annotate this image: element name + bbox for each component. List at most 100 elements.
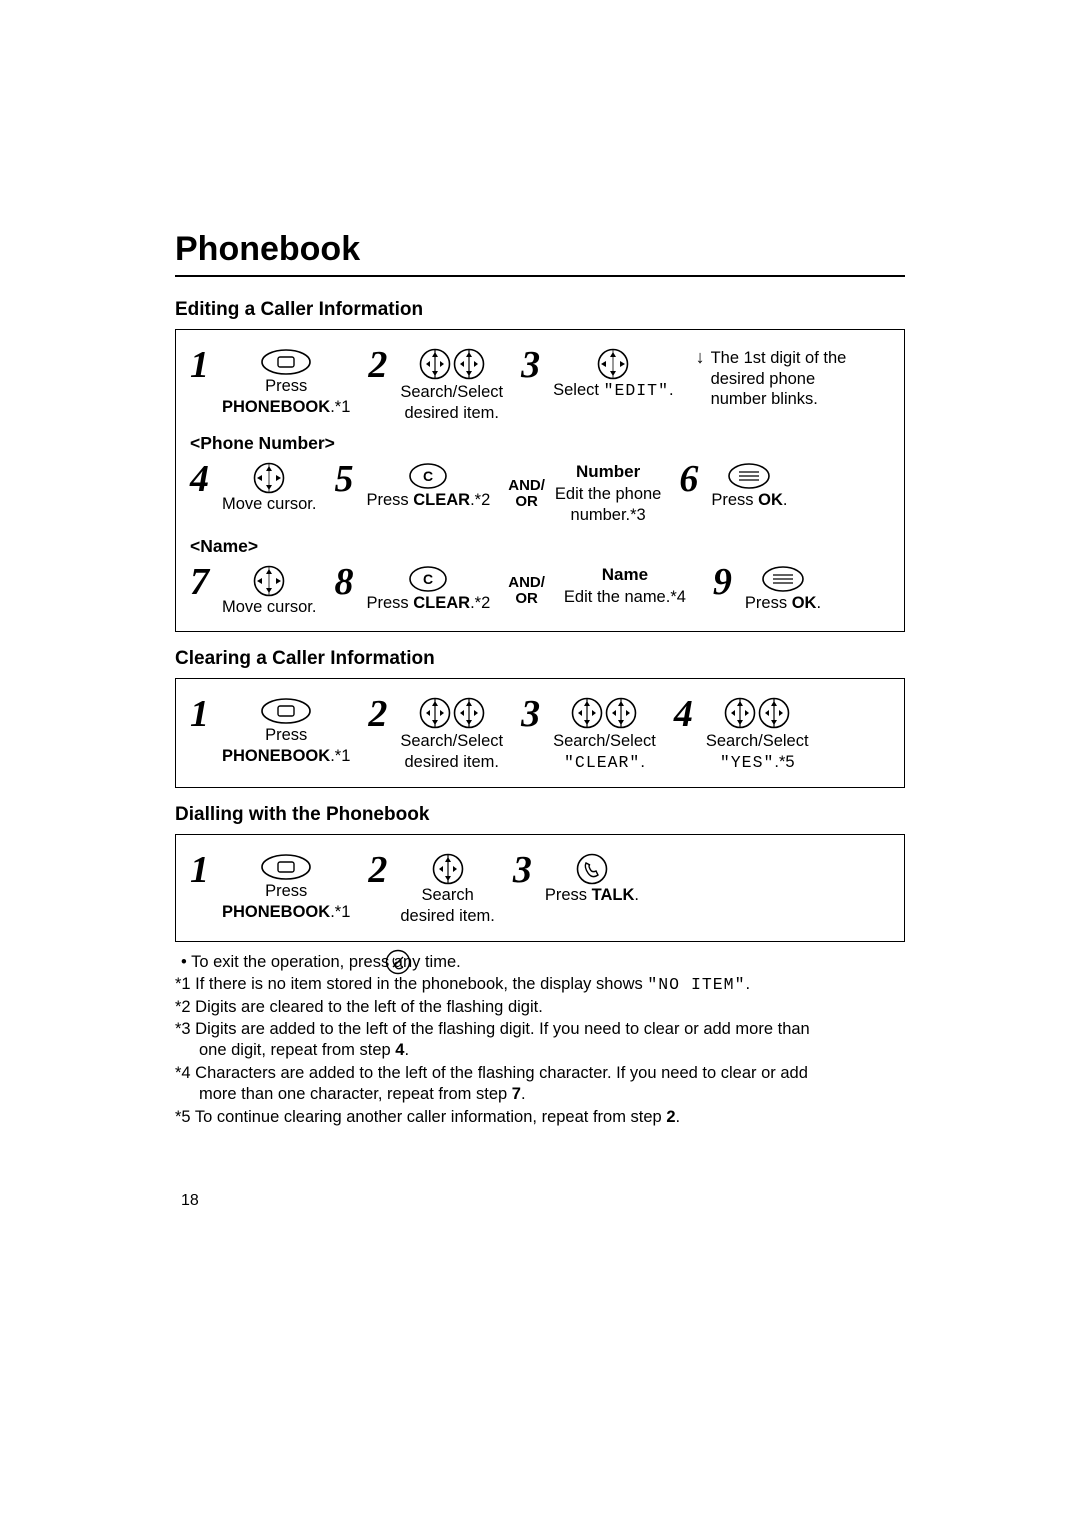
txt: Press: [745, 594, 792, 612]
txt: one digit, repeat from step: [199, 1041, 395, 1059]
navpad-right-icon: [758, 697, 790, 729]
edit-step-3: 3 Select "EDIT".: [521, 348, 673, 402]
txt: .: [783, 491, 788, 509]
note-1: *1 If there is no item stored in the pho…: [175, 974, 905, 995]
edit-step-9: 9 Press OK.: [713, 565, 821, 614]
txt: Press: [366, 594, 413, 612]
txt-bold: CLEAR: [413, 594, 470, 612]
box-clearing: 1 Press PHONEBOOK.*1 2 Search/Select des…: [175, 678, 905, 788]
caption: Search desired item.: [400, 885, 494, 926]
txt: Search: [421, 886, 473, 904]
txt: Edit the phone: [555, 485, 661, 503]
txt: .: [746, 975, 751, 993]
txt: The 1st digit of the: [711, 349, 847, 367]
txt: AND/: [508, 477, 545, 494]
txt-bold: PHONEBOOK: [222, 903, 330, 921]
caption: Press OK.: [745, 593, 821, 614]
caption: Press PHONEBOOK.*1: [222, 881, 350, 922]
step-number: 8: [334, 565, 356, 599]
navpad-left-icon: [419, 348, 451, 380]
note-5: *5 To continue clearing another caller i…: [175, 1107, 905, 1128]
notes-block: • To exit the operation, press any time.…: [175, 952, 905, 1129]
caption: Search/Select "YES".*5: [706, 731, 809, 773]
txt: desired item.: [405, 404, 499, 422]
clear-step-1: 1 Press PHONEBOOK.*1: [190, 697, 350, 766]
txt: .*1: [330, 398, 350, 416]
phonebook-button-icon: [260, 853, 312, 881]
txt: .*2: [470, 491, 490, 509]
step-number: 2: [368, 348, 390, 382]
step-number: 2: [368, 697, 390, 731]
txt: .*2: [470, 594, 490, 612]
name-label: <Name>: [190, 536, 890, 557]
clear-step-2: 2 Search/Select desired item.: [368, 697, 503, 772]
dial-step-1: 1 Press PHONEBOOK.*1: [190, 853, 350, 922]
caption: Press CLEAR.*2: [366, 593, 490, 614]
navpad-left-icon: [571, 697, 603, 729]
caption: Press PHONEBOOK.*1: [222, 725, 350, 766]
note-bullet: • To exit the operation, press any time.: [175, 952, 905, 973]
txt-bold: OK: [758, 491, 783, 509]
navpad-icon: [432, 853, 464, 885]
txt: .: [404, 1041, 409, 1059]
edit-step-5: 5 Press CLEAR.*2: [334, 462, 490, 511]
step-number: 9: [713, 565, 735, 599]
off-button-icon: [385, 949, 411, 975]
step-number: 2: [368, 853, 390, 887]
step-number: 5: [334, 462, 356, 496]
caption: Edit the name.*4: [564, 587, 686, 608]
txt: more than one character, repeat from ste…: [199, 1085, 512, 1103]
ok-button-icon: [727, 462, 771, 490]
txt: .: [640, 753, 645, 771]
txt: desired item.: [405, 753, 499, 771]
txt: *5 To continue clearing another caller i…: [175, 1108, 666, 1126]
edit-step-1: 1 Press PHONEBOOK.*1: [190, 348, 350, 417]
caption: Press PHONEBOOK.*1: [222, 376, 350, 417]
edit-step-7: 7 Move cursor.: [190, 565, 316, 618]
txt-mono: "NO ITEM": [647, 975, 745, 994]
col-label: Name: [602, 565, 648, 585]
caption: Move cursor.: [222, 494, 316, 515]
txt: desired item.: [400, 907, 494, 925]
txt-bold: 7: [512, 1085, 521, 1103]
ok-button-icon: [761, 565, 805, 593]
navpad-icon: [253, 565, 285, 597]
talk-button-icon: [576, 853, 608, 885]
dial-step-2: 2 Search desired item.: [368, 853, 494, 926]
txt: Search/Select: [553, 732, 656, 750]
navpad-left-icon: [724, 697, 756, 729]
txt-bold: TALK: [592, 886, 635, 904]
step-number: 6: [679, 462, 701, 496]
txt: *1 If there is no item stored in the pho…: [175, 975, 647, 993]
step-number: 3: [521, 348, 543, 382]
txt: .: [669, 381, 674, 399]
step-number: 4: [190, 462, 212, 496]
txt: number blinks.: [711, 390, 818, 408]
caption: Edit the phone number.*3: [555, 484, 661, 525]
txt: AND/: [508, 574, 545, 591]
txt: Search/Select: [400, 732, 503, 750]
note-4: *4 Characters are added to the left of t…: [175, 1063, 905, 1106]
step-number: 1: [190, 697, 212, 731]
step-number: 4: [674, 697, 696, 731]
txt: OR: [515, 493, 538, 510]
navpad-icon: [253, 462, 285, 494]
txt: number.*3: [571, 506, 646, 524]
box-dialling: 1 Press PHONEBOOK.*1 2 Search desired it…: [175, 834, 905, 941]
dial-step-3: 3 Press TALK.: [513, 853, 639, 906]
txt: .*1: [330, 747, 350, 765]
txt-mono: "EDIT": [604, 381, 669, 400]
txt: Press: [265, 377, 307, 395]
phonebook-button-icon: [260, 348, 312, 376]
txt: Search/Select: [400, 383, 503, 401]
col-label: Number: [576, 462, 640, 482]
clear-button-icon: [408, 462, 448, 490]
txt-mono: "CLEAR": [564, 753, 640, 772]
phonebook-button-icon: [260, 697, 312, 725]
txt: .*1: [330, 903, 350, 921]
down-arrow-icon: ↓: [696, 348, 705, 410]
navpad-icon: [597, 348, 629, 380]
txt: Press: [545, 886, 592, 904]
txt: To exit the operation, press any time.: [191, 953, 461, 971]
subhead-clearing: Clearing a Caller Information: [175, 648, 905, 670]
